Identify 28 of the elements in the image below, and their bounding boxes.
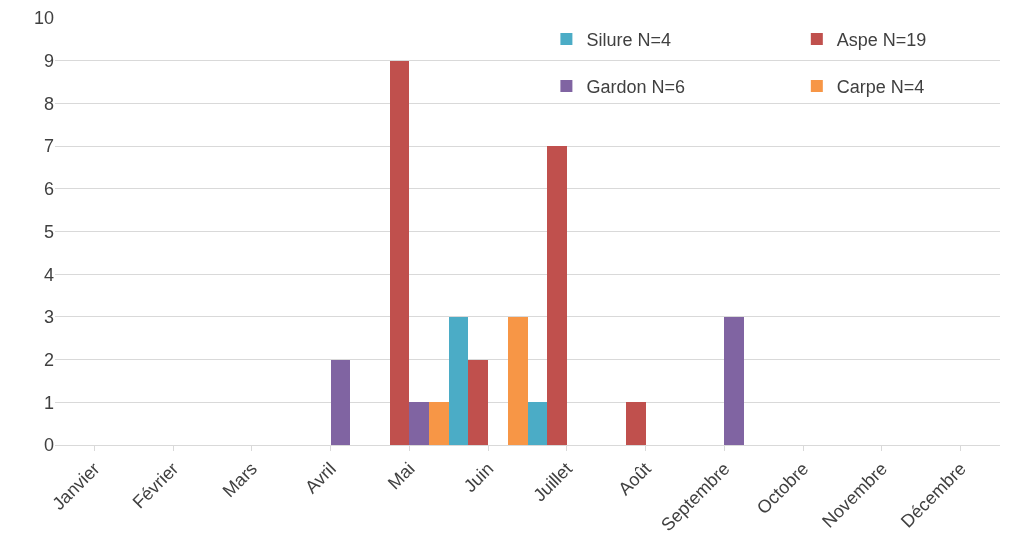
y-tick-label: 10 <box>33 8 54 29</box>
bar <box>331 360 350 445</box>
y-tick-label: 2 <box>43 349 54 370</box>
y-tick-label: 7 <box>43 136 54 157</box>
bar <box>508 317 528 445</box>
y-tick-label: 5 <box>43 221 54 242</box>
y-tick-label: 0 <box>43 435 54 456</box>
legend-label: Silure N=4 <box>586 30 671 51</box>
y-tick-label: 9 <box>43 51 54 71</box>
bar <box>724 317 744 445</box>
y-tick-label: 6 <box>43 179 54 200</box>
bar <box>409 402 429 445</box>
bar <box>468 360 488 445</box>
y-tick-label: 1 <box>43 392 54 413</box>
bar <box>390 61 409 445</box>
bar <box>429 402 449 445</box>
bar <box>547 146 567 445</box>
x-tick-label: Mai <box>383 458 419 494</box>
bar <box>626 402 646 445</box>
legend-label: Carpe N=4 <box>836 77 925 98</box>
bar <box>449 317 468 445</box>
y-tick-label: 3 <box>43 307 54 328</box>
y-tick-label: 4 <box>43 264 54 285</box>
bar <box>528 402 547 445</box>
x-tick-label: Juin <box>459 458 498 497</box>
legend-label: Gardon N=6 <box>586 77 685 98</box>
legend-label: Aspe N=19 <box>836 30 927 51</box>
y-tick-label: 8 <box>43 93 54 114</box>
